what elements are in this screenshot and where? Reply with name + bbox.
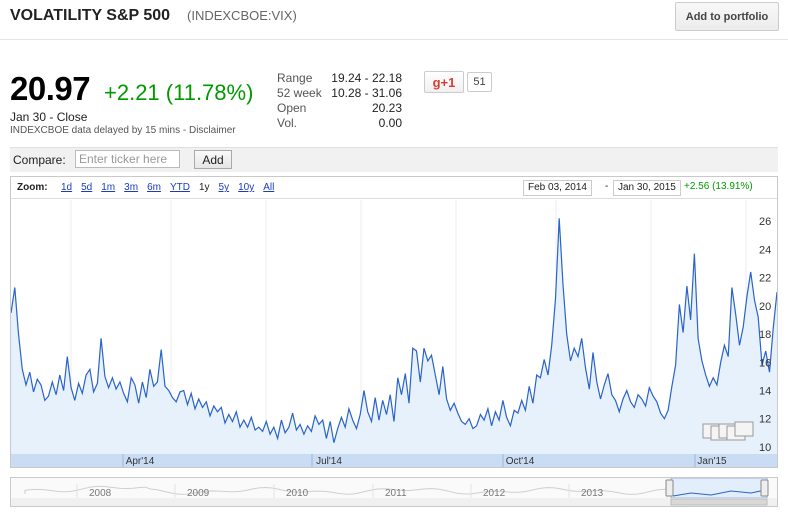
navigator-history-line (24, 485, 758, 495)
y-tick-label: 14 (759, 386, 771, 398)
y-tick-label: 24 (759, 244, 771, 256)
plot-area[interactable]: 10 12 14 16 18 20 22 24 26 Apr'14 Jul'14 Oct'14 Jan'… (11, 200, 777, 467)
price-change: +2.21 (11.78%) (104, 80, 254, 105)
zoom-1m[interactable]: 1m (101, 182, 116, 193)
add-to-portfolio-button[interactable]: Add to portfolio (675, 2, 779, 31)
zoom-1d[interactable]: 1d (61, 182, 73, 193)
navigator-scrollbar-track (11, 498, 777, 506)
stat-label: Range (277, 71, 313, 85)
navigator-area[interactable]: 2008200920102011201220132014 (11, 478, 777, 506)
compare-bar: Compare: Add (10, 147, 778, 172)
navigator-scrollbar-thumb (670, 498, 768, 506)
navigator-year-label: 2008 (89, 488, 112, 499)
zoom-options: 1d 5d 1m 3m 6m YTD 1y 5y 10y All (61, 182, 283, 193)
navigator-year-label: 2012 (483, 488, 506, 499)
x-tick-label: Jul'14 (316, 456, 342, 467)
stat-open: Open 20.23 (277, 101, 402, 116)
y-tick-label: 10 (759, 442, 771, 454)
compare-add-button[interactable]: Add (194, 150, 232, 169)
navigator-selection (670, 478, 768, 499)
zoom-bar: Zoom: 1d 5d 1m 3m 6m YTD 1y 5y 10y All Feb 03, 20… (11, 177, 777, 199)
price-chart: Zoom: 1d 5d 1m 3m 6m YTD 1y 5y 10y All Feb 03, 20… (10, 176, 778, 468)
zoom-3m[interactable]: 3m (124, 182, 139, 193)
x-tick-label: Apr'14 (126, 456, 155, 467)
zoom-6m[interactable]: 6m (147, 182, 161, 193)
zoom-5y[interactable]: 5y (218, 182, 230, 193)
stat-value: 0.00 (378, 116, 402, 130)
stat-label: Open (277, 101, 307, 115)
delay-disclaimer[interactable]: INDEXCBOE data delayed by 15 mins - Disc… (10, 125, 236, 136)
stats-table: Range 19.24 - 22.18 52 week 10.28 - 31.06 … (277, 71, 402, 131)
stat-value: 10.28 - 31.06 (331, 86, 402, 100)
x-tick-label: Oct'14 (506, 456, 535, 467)
x-axis-band (11, 454, 777, 467)
series-line (11, 218, 777, 443)
navigator-year-label: 2009 (187, 488, 210, 499)
page-title: VOLATILITY S&P 500 (10, 7, 171, 24)
y-tick-label: 12 (759, 414, 771, 426)
zoom-ytd[interactable]: YTD (169, 182, 190, 193)
zoom-label: Zoom: (17, 182, 48, 193)
page-header: VOLATILITY S&P 500 (INDEXCBOE:VIX) Add t… (0, 0, 788, 40)
range-end-field[interactable]: Jan 30, 2015 (613, 180, 681, 196)
compare-label: Compare: (13, 153, 66, 167)
navigator-handle (760, 479, 769, 497)
zoom-1y[interactable]: 1y (198, 182, 210, 193)
y-tick-label: 18 (759, 329, 771, 341)
navigator-year-label: 2013 (581, 488, 604, 499)
google-plus-one-button[interactable]: g+1 (424, 71, 464, 93)
stat-label: Vol. (277, 116, 298, 130)
close-label: Jan 30 - Close (10, 110, 88, 124)
range-start-field[interactable]: Feb 03, 2014 (523, 180, 592, 196)
x-tick-label: Jan'15 (697, 456, 727, 467)
y-tick-label: 26 (759, 216, 771, 228)
stat-label: 52 week (277, 86, 322, 100)
ticker-symbol: (INDEXCBOE:VIX) (187, 8, 297, 23)
stat-value: 20.23 (371, 101, 402, 115)
series-area (11, 218, 777, 454)
plus-one-count: 51 (467, 72, 492, 92)
news-flag-icon (734, 421, 754, 437)
range-navigator[interactable]: 2008200920102011201220132014 (10, 477, 778, 507)
y-tick-label: 16 (759, 357, 771, 369)
zoom-10y[interactable]: 10y (238, 182, 255, 193)
compare-ticker-input[interactable] (75, 150, 180, 168)
y-tick-label: 22 (759, 273, 771, 285)
stat-52-week: 52 week 10.28 - 31.06 (277, 86, 402, 101)
navigator-year-label: 2011 (385, 488, 407, 499)
y-tick-label: 20 (759, 301, 771, 313)
current-price: 20.97 (10, 70, 91, 107)
stat-range: Range 19.24 - 22.18 (277, 71, 402, 86)
zoom-5d[interactable]: 5d (81, 182, 93, 193)
stat-value: 19.24 - 22.18 (331, 71, 402, 85)
navigator-handle (665, 479, 674, 497)
stat-volume: Vol. 0.00 (277, 116, 402, 131)
navigator-selection-line (672, 489, 766, 497)
navigator-year-label: 2010 (286, 488, 309, 499)
zoom-all[interactable]: All (263, 182, 275, 193)
range-separator: - (605, 181, 609, 192)
range-change: +2.56 (13.91%) (684, 181, 753, 192)
